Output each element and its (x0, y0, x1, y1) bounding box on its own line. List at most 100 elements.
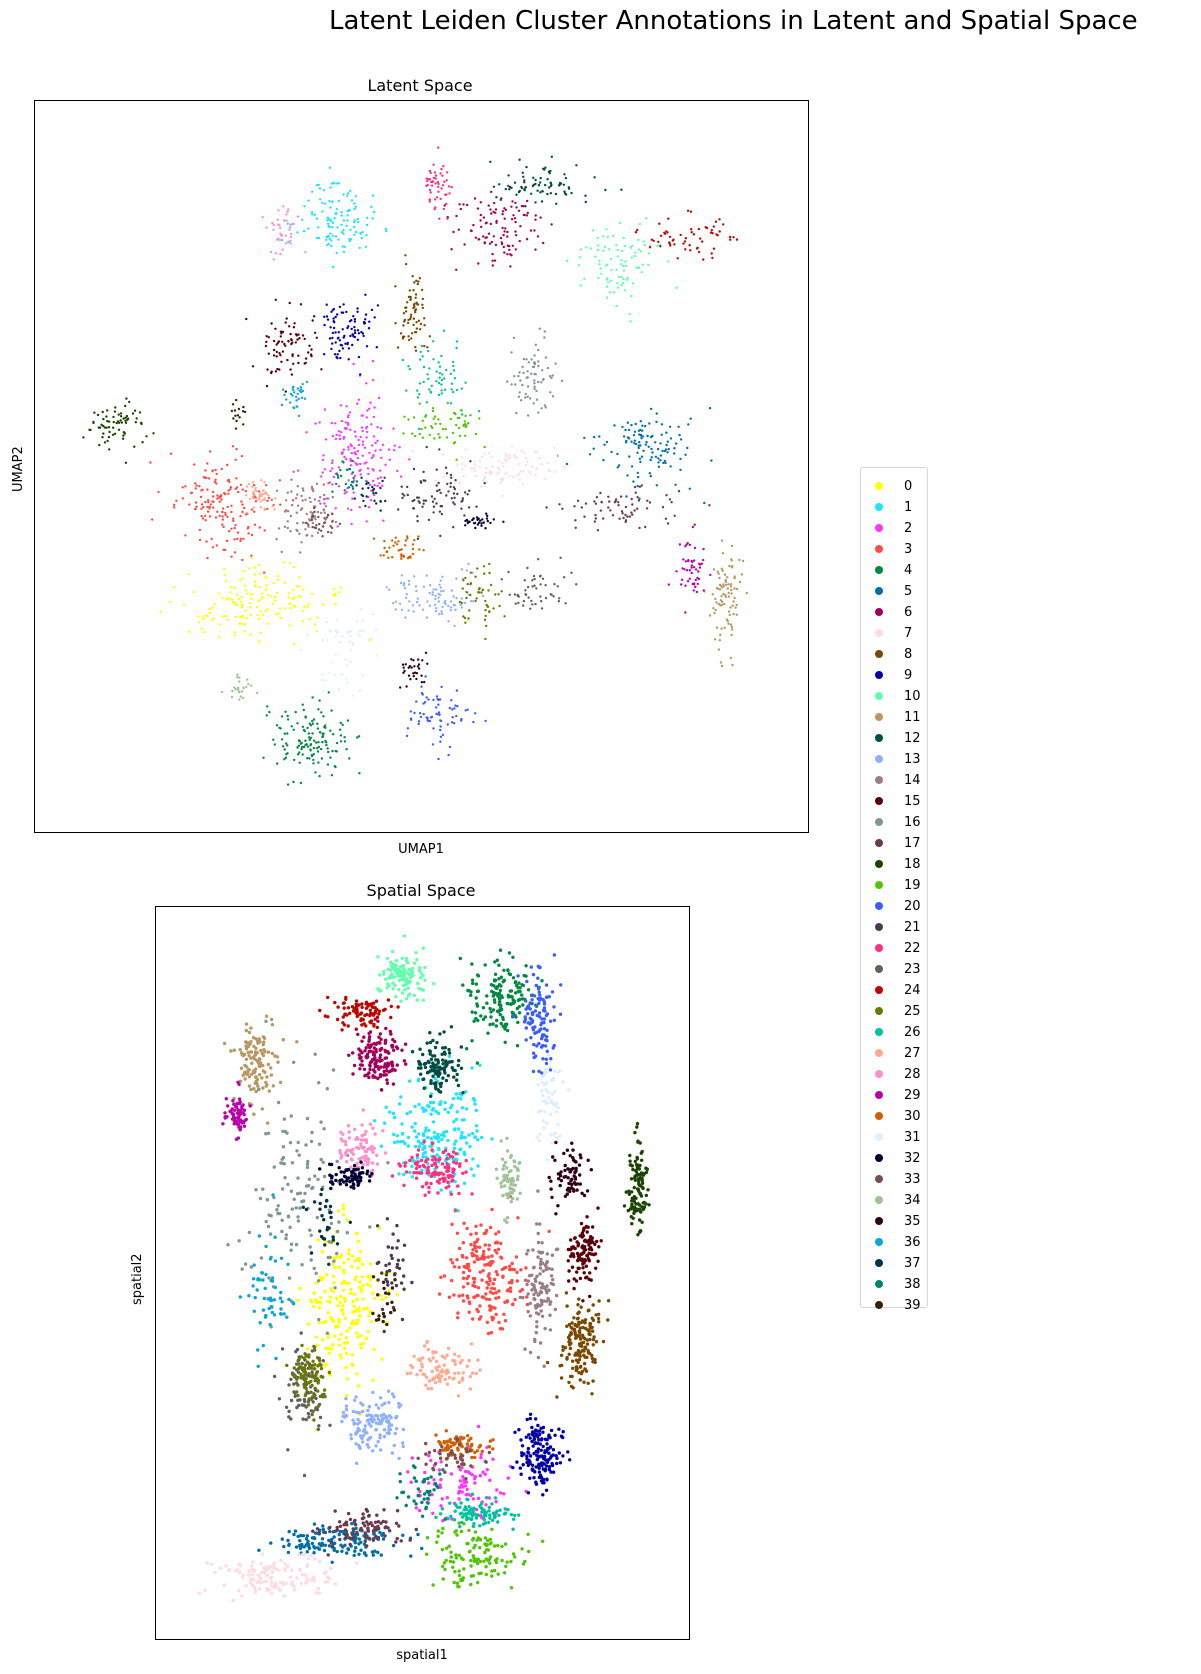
data-point (242, 537, 245, 540)
data-point (655, 484, 658, 487)
data-point (445, 472, 449, 475)
data-point (738, 580, 742, 584)
data-point (365, 427, 368, 430)
data-point (450, 721, 454, 724)
data-point (645, 217, 648, 220)
data-point (494, 1296, 498, 1300)
data-point (209, 503, 212, 506)
data-point (369, 1044, 373, 1049)
data-point (320, 475, 323, 478)
data-point (368, 638, 371, 642)
data-point (248, 1042, 252, 1046)
data-point (331, 265, 335, 269)
data-point (464, 709, 467, 712)
data-point (458, 203, 461, 206)
data-point (470, 1039, 474, 1043)
data-point (318, 421, 321, 424)
data-point (354, 453, 358, 456)
data-point (437, 711, 441, 714)
data-point (389, 968, 393, 972)
data-point (464, 576, 467, 580)
data-point (355, 480, 359, 483)
data-point (508, 188, 511, 191)
data-point (361, 1440, 365, 1444)
data-point (638, 485, 642, 488)
data-point (432, 340, 435, 343)
data-point (438, 1082, 442, 1086)
data-point (384, 1069, 389, 1073)
data-point (429, 716, 433, 719)
data-point (330, 1560, 334, 1564)
data-point (322, 603, 325, 606)
data-point (493, 960, 497, 964)
data-point (417, 500, 420, 503)
data-point (365, 480, 368, 483)
data-point (354, 230, 358, 234)
data-point (353, 320, 357, 323)
data-point (469, 1242, 473, 1247)
data-point (283, 525, 287, 528)
data-point (410, 1164, 414, 1169)
data-point (453, 503, 456, 506)
data-point (337, 199, 341, 203)
data-point (593, 176, 596, 179)
data-point (331, 234, 335, 237)
data-point (396, 469, 399, 473)
data-point (406, 972, 411, 976)
data-point (448, 192, 451, 195)
data-point (326, 1311, 331, 1315)
data-point (470, 1066, 474, 1070)
data-point (473, 1475, 477, 1479)
data-point (371, 1418, 375, 1423)
data-point (331, 331, 335, 335)
data-point (96, 413, 100, 417)
data-point (440, 187, 443, 190)
data-point (606, 1318, 610, 1322)
data-point (440, 383, 443, 386)
data-point (345, 427, 348, 430)
data-point (521, 171, 524, 174)
data-point (348, 757, 351, 760)
spatial-panel-title: Spatial Space (366, 881, 476, 900)
data-point (265, 714, 268, 717)
data-point (265, 335, 268, 338)
data-point (335, 741, 339, 745)
data-point (355, 1372, 359, 1376)
data-point (423, 1065, 428, 1070)
data-point (454, 608, 457, 611)
data-point (609, 509, 612, 512)
data-point (537, 1470, 542, 1474)
data-point (344, 1407, 349, 1412)
data-point (537, 1463, 541, 1467)
data-point (294, 341, 297, 344)
data-point (325, 743, 328, 747)
data-point (490, 190, 493, 194)
data-point (582, 1353, 586, 1357)
data-point (565, 462, 569, 466)
data-point (421, 1155, 425, 1159)
data-point (349, 483, 353, 487)
data-point (593, 1360, 597, 1365)
data-point (397, 978, 401, 983)
data-point (429, 1065, 433, 1069)
data-point (452, 1265, 457, 1269)
data-point (89, 428, 92, 432)
data-point (374, 1444, 378, 1448)
data-point (271, 504, 274, 508)
data-point (541, 1481, 545, 1485)
data-point (465, 1141, 469, 1145)
data-point (447, 753, 450, 757)
data-point (330, 421, 334, 425)
data-point (604, 264, 608, 267)
data-point (354, 1231, 359, 1236)
data-point (446, 723, 449, 726)
data-point (417, 496, 421, 499)
data-point (478, 465, 481, 468)
data-point (336, 525, 339, 528)
data-point (445, 494, 448, 497)
data-point (327, 513, 330, 517)
data-point (422, 712, 425, 716)
data-point (265, 576, 268, 579)
data-point (482, 565, 486, 568)
data-point (606, 235, 609, 239)
